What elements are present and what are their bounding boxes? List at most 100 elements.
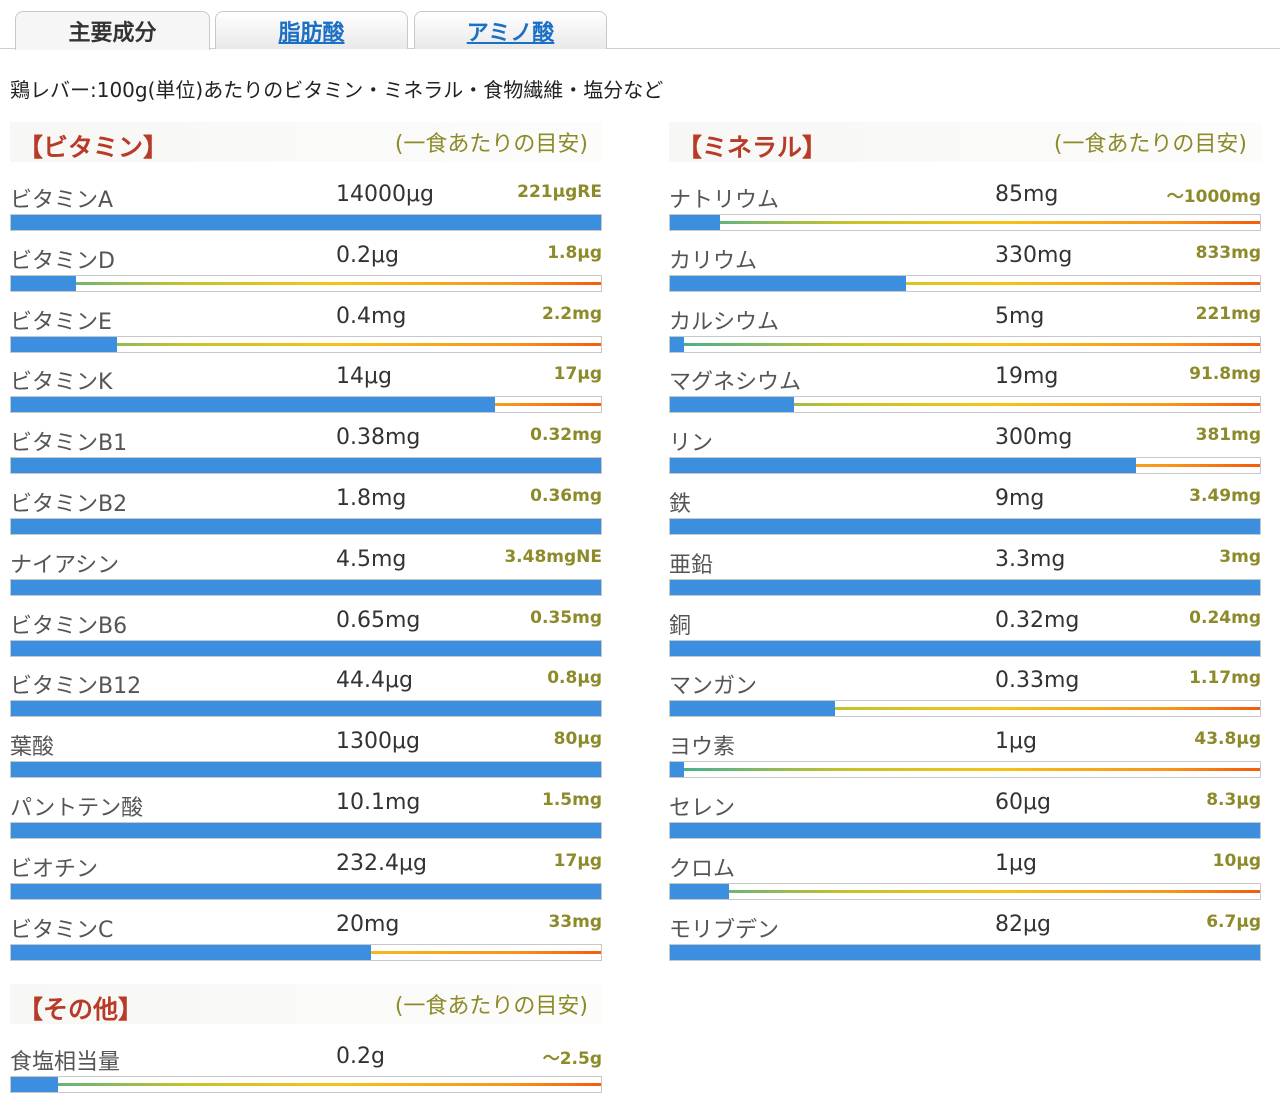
nutrient-reference: 1.8μg (547, 242, 602, 263)
nutrient-bar-fill (670, 579, 1260, 595)
nutrient-bar (669, 761, 1261, 779)
nutrient-bar (10, 578, 602, 596)
tab-main-components[interactable]: 主要成分 (15, 11, 210, 50)
nutrient-row: モリブデン 82μg 6.7μg (669, 908, 1261, 968)
nutrient-bar (669, 578, 1261, 596)
nutrient-reference: 0.8μg (547, 668, 602, 689)
nutrient-bar (10, 822, 602, 839)
nutrient-reference: 0.36mg (530, 486, 602, 506)
nutrient-reference: 221μgRE (517, 182, 602, 202)
tab-amino-acids[interactable]: アミノ酸 (414, 11, 607, 49)
nutrient-reference: 91.8mg (1189, 364, 1261, 385)
nutrient-reference: 0.32mg (530, 425, 602, 446)
nutrient-name: ビタミンB2 (10, 492, 128, 517)
nutrient-bar-fill (11, 944, 371, 960)
nutrient-amount: 20mg (336, 911, 400, 937)
nutrient-amount: 3.3mg (995, 546, 1066, 572)
nutrient-reference: 80μg (553, 729, 602, 750)
nutrient-bar (669, 822, 1261, 839)
nutrient-reference: 33mg (548, 911, 602, 932)
nutrient-name: マグネシウム (669, 370, 802, 396)
nutrient-amount: 0.65mg (336, 607, 421, 633)
nutrient-bar-fill (670, 640, 1260, 656)
nutrient-row: ビオチン 232.4μg 17μg (10, 847, 602, 907)
nutrient-reference: 17μg (553, 364, 602, 385)
intro-text: 鶏レバー:100g(単位)あたりのビタミン・ミネラル・食物繊維・塩分など (10, 78, 664, 102)
nutrient-bar (10, 700, 602, 718)
nutrient-name: パントテン酸 (10, 796, 144, 821)
nutrient-bar (10, 457, 602, 475)
nutrient-bar-fill (11, 215, 601, 230)
nutrient-bar (669, 882, 1261, 900)
nutrient-name: モリブデン (669, 917, 780, 943)
nutrient-name: ビタミンB6 (10, 613, 128, 639)
nutrient-name: カリウム (669, 248, 758, 274)
nutrient-reference: 10μg (1212, 850, 1261, 871)
nutrient-name: カルシウム (669, 309, 780, 335)
nutrient-bar-fill (11, 883, 601, 899)
nutrient-amount: 330mg (995, 242, 1073, 268)
nutrient-name: ナトリウム (669, 188, 780, 213)
nutrient-row: マンガン 0.33mg 1.17mg (669, 664, 1261, 724)
nutrient-amount: 10.1mg (336, 790, 421, 815)
mineral-title: 【ミネラル】 (677, 133, 828, 162)
nutrient-name: ヨウ素 (669, 735, 736, 761)
nutrient-name: セレン (669, 796, 736, 821)
nutrient-bar (669, 639, 1261, 657)
nutrient-row: ナトリウム 85mg 〜1000mg (669, 178, 1261, 238)
nutrient-bar-fill (670, 458, 1137, 474)
nutrient-amount: 0.2g (336, 1044, 385, 1069)
nutrient-name: ナイアシン (10, 552, 120, 578)
nutrient-bar (669, 396, 1261, 414)
nutrient-bar (10, 1076, 602, 1093)
nutrient-bar-fill (11, 823, 601, 838)
tab-fatty-acids[interactable]: 脂肪酸 (215, 11, 408, 49)
nutrient-row: ビタミンC 20mg 33mg (10, 908, 602, 968)
nutrient-bar (669, 457, 1261, 475)
nutrient-amount: 44.4μg (336, 668, 413, 694)
nutrient-name: 鉄 (669, 492, 692, 517)
nutrient-name: ビタミンE (10, 309, 112, 335)
nutrient-name: 食塩相当量 (10, 1050, 121, 1075)
nutrient-amount: 1300μg (336, 729, 420, 755)
nutrient-reference: 833mg (1195, 242, 1261, 263)
nutrient-name: ビタミンA (10, 188, 114, 213)
nutrient-amount: 0.38mg (336, 425, 421, 451)
nutrient-bar (669, 214, 1261, 231)
nutrient-row: 亜鉛 3.3mg 3mg (669, 543, 1261, 603)
nutrient-reference: 1.17mg (1189, 668, 1261, 689)
nutrient-bar-fill (670, 336, 684, 352)
nutrient-bar-fill (670, 944, 1260, 960)
nutrient-reference: 8.3μg (1206, 790, 1261, 810)
nutrient-bar (10, 335, 602, 353)
nutrient-bar (10, 943, 602, 961)
nutrient-amount: 4.5mg (336, 546, 407, 572)
mineral-note: (一食あたりの目安) (1053, 132, 1247, 157)
vitamin-title: 【ビタミン】 (18, 133, 169, 162)
nutrient-amount: 82μg (995, 911, 1051, 937)
nutrient-row: 鉄 9mg 3.49mg (669, 482, 1261, 542)
nutrient-row: ビタミンB6 0.65mg 0.35mg (10, 604, 602, 664)
nutrient-amount: 14000μg (336, 182, 434, 207)
nutrient-row: リン 300mg 381mg (669, 421, 1261, 481)
nutrient-bar-fill (670, 762, 684, 778)
nutrient-name: ビタミンC (10, 917, 114, 943)
nutrient-amount: 0.33mg (995, 668, 1080, 694)
nutrient-name: クロム (669, 856, 736, 882)
nutrient-bar-fill (11, 275, 76, 291)
nutrient-name: ビタミンD (10, 248, 115, 274)
nutrient-bar (669, 943, 1261, 961)
nutrient-reference: 43.8μg (1194, 729, 1261, 750)
nutrient-bar (669, 700, 1261, 718)
nutrient-bar (10, 761, 602, 779)
nutrient-row: セレン 60μg 8.3μg (669, 786, 1261, 846)
nutrient-amount: 9mg (995, 486, 1045, 511)
vitamin-note: (一食あたりの目安) (394, 132, 588, 157)
nutrient-reference: 0.24mg (1189, 607, 1261, 628)
nutrient-row: 銅 0.32mg 0.24mg (669, 604, 1261, 664)
nutrient-reference: 〜1000mg (1166, 187, 1261, 207)
nutrient-bar-fill (11, 640, 601, 656)
nutrient-amount: 5mg (995, 303, 1045, 329)
nutrient-row: 食塩相当量 0.2g 〜2.5g (10, 1040, 602, 1100)
nutrient-row: ビタミンB2 1.8mg 0.36mg (10, 482, 602, 542)
